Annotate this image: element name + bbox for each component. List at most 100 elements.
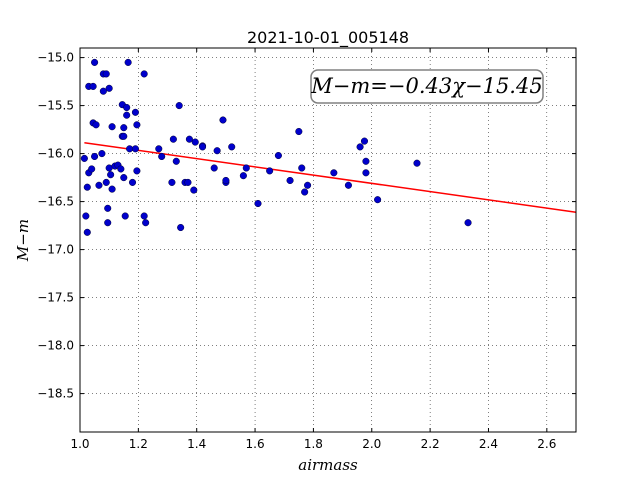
- data-point: [360, 137, 369, 145]
- data-point: [169, 135, 177, 143]
- data-point: [91, 58, 99, 66]
- data-point: [362, 157, 370, 165]
- data-point: [301, 188, 309, 196]
- data-point: [82, 212, 90, 220]
- data-point: [108, 123, 116, 131]
- data-point: [374, 196, 382, 204]
- chart-title: 2021-10-01_005148: [247, 28, 409, 48]
- data-point: [274, 151, 282, 160]
- fit-line: [84, 141, 577, 213]
- data-point: [266, 167, 274, 175]
- data-point: [177, 223, 185, 232]
- x-tick-label: 2.4: [479, 437, 498, 451]
- data-point: [120, 132, 128, 140]
- y-tick-label: −18.5: [37, 387, 74, 401]
- data-point: [155, 145, 163, 153]
- plot-frame: [79, 47, 577, 433]
- data-point: [298, 164, 306, 172]
- data-point: [95, 181, 103, 189]
- data-point: [105, 84, 113, 92]
- data-point: [123, 103, 131, 112]
- x-tick-label: 1.8: [304, 437, 323, 451]
- y-tick-label: −16.5: [37, 195, 74, 209]
- data-point: [133, 167, 141, 175]
- x-tick-label: 2.6: [537, 437, 556, 451]
- data-point: [131, 108, 139, 116]
- data-point: [120, 124, 128, 132]
- axis-ticks: 1.0 1.2 1.4 1.6 1.8 2.0 2.2 2.4 2.6 −15.0 −15.5 −16…: [37, 48, 576, 451]
- y-tick-label: −18.0: [37, 339, 74, 353]
- data-point: [128, 178, 137, 186]
- data-point: [140, 212, 148, 220]
- y-tick-label: −15.5: [37, 99, 74, 113]
- data-point: [190, 186, 198, 194]
- data-point: [242, 164, 250, 172]
- data-point: [83, 183, 91, 191]
- data-point: [286, 176, 294, 185]
- data-point: [254, 199, 262, 208]
- y-tick-label: −17.0: [37, 243, 74, 257]
- x-axis-label: airmass: [298, 456, 358, 474]
- data-point: [239, 172, 247, 180]
- data-point: [92, 121, 100, 129]
- y-tick-label: −16.0: [37, 147, 74, 161]
- data-point: [356, 143, 364, 151]
- data-point: [124, 58, 132, 66]
- data-point: [131, 145, 139, 153]
- x-tick-label: 2.0: [362, 437, 381, 451]
- data-point: [413, 159, 421, 167]
- data-point: [464, 219, 472, 227]
- data-point: [362, 169, 370, 177]
- data-point: [80, 154, 88, 162]
- grid: [79, 48, 576, 432]
- data-point: [142, 219, 150, 227]
- data-point: [83, 228, 91, 236]
- x-tick-label: 1.6: [246, 437, 265, 451]
- data-point: [104, 219, 112, 227]
- data-point: [184, 178, 192, 186]
- data-point: [168, 178, 176, 186]
- data-point: [210, 164, 218, 172]
- data-point: [175, 102, 183, 110]
- fit-annotation-box: M−m=−0.43χ−15.45: [310, 69, 544, 104]
- data-point: [107, 171, 115, 179]
- data-point: [120, 174, 128, 182]
- data-point: [121, 212, 129, 220]
- data-point: [89, 82, 97, 90]
- data-point: [88, 165, 96, 173]
- x-tick-label: 1.4: [187, 437, 206, 451]
- data-point: [117, 165, 125, 173]
- x-tick-label: 1.0: [70, 437, 89, 451]
- data-point: [198, 143, 207, 151]
- data-points: [80, 58, 472, 236]
- x-tick-label: 1.2: [129, 437, 148, 451]
- data-point: [219, 116, 227, 124]
- data-point: [228, 143, 236, 151]
- data-point: [98, 150, 106, 158]
- data-point: [102, 178, 110, 186]
- data-point: [213, 147, 221, 155]
- data-point: [295, 127, 303, 136]
- data-point: [304, 181, 312, 189]
- data-point: [172, 157, 180, 165]
- y-axis-label: M−m: [14, 219, 32, 262]
- data-point: [108, 185, 116, 193]
- fit-annotation: M−m=−0.43χ−15.45: [310, 74, 542, 98]
- data-point: [191, 138, 199, 146]
- x-tick-label: 2.2: [421, 437, 440, 451]
- data-point: [99, 87, 107, 95]
- data-point: [140, 70, 148, 78]
- data-point: [158, 152, 166, 161]
- data-point: [330, 169, 338, 177]
- y-tick-label: −15.0: [37, 51, 74, 65]
- data-point: [123, 111, 131, 119]
- data-point: [133, 121, 141, 129]
- data-point: [102, 70, 110, 78]
- fit-line-group: [84, 141, 577, 213]
- data-point: [185, 135, 193, 143]
- data-point: [104, 204, 112, 212]
- y-tick-label: −17.5: [37, 291, 74, 305]
- data-point: [91, 152, 99, 161]
- data-point: [222, 176, 230, 185]
